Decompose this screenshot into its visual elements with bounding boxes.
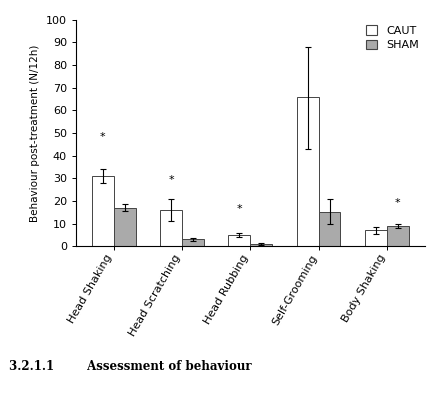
Text: *: * [236,204,242,214]
Bar [297,97,319,246]
Y-axis label: Behaviour post-treatment (N/12h): Behaviour post-treatment (N/12h) [30,44,40,222]
Bar [228,235,250,246]
Text: *: * [100,132,105,142]
Bar [160,210,182,246]
Bar [114,208,135,246]
Bar [319,212,341,246]
Legend: CAUT, SHAM: CAUT, SHAM [367,25,419,50]
Bar [92,176,114,246]
Bar [387,226,409,246]
Bar [365,230,387,246]
Bar [250,244,272,246]
Text: 3.2.1.1        Assessment of behaviour: 3.2.1.1 Assessment of behaviour [9,360,252,373]
Text: *: * [395,198,401,208]
Text: *: * [168,175,174,185]
Bar [182,239,204,246]
